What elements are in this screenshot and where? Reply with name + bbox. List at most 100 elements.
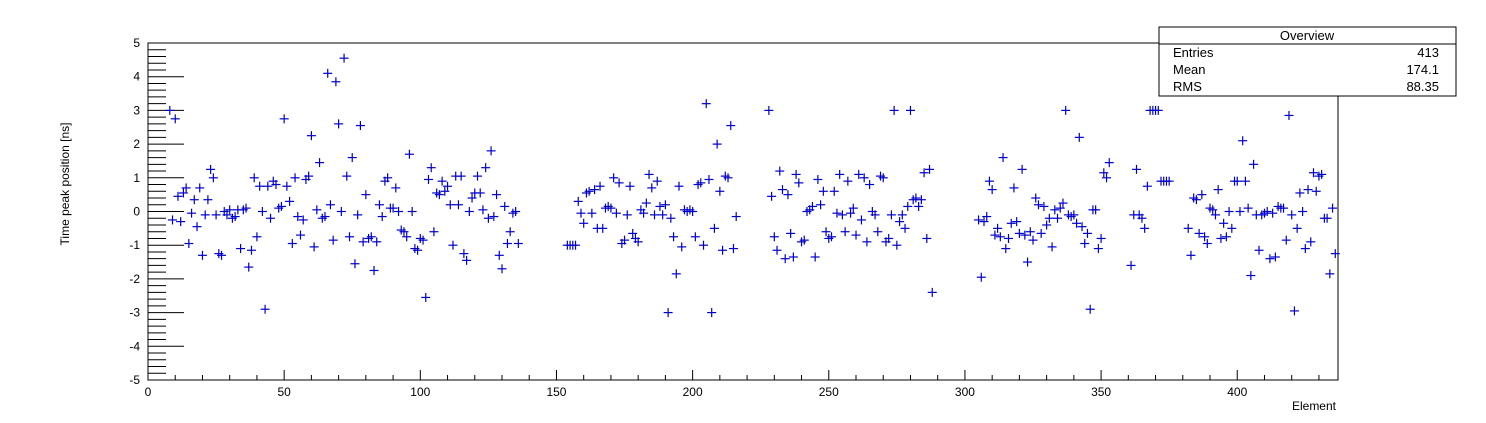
data-point xyxy=(309,242,319,252)
data-point xyxy=(1023,257,1033,267)
data-point xyxy=(222,210,232,220)
data-point xyxy=(355,121,365,131)
data-point xyxy=(658,210,668,220)
data-point xyxy=(481,163,491,173)
data-point xyxy=(900,223,910,233)
data-point xyxy=(1072,218,1082,228)
data-point xyxy=(255,181,265,191)
data-point xyxy=(1295,188,1305,198)
data-point xyxy=(1208,205,1218,215)
x-axis-title: Element xyxy=(1292,399,1337,413)
data-point xyxy=(437,176,447,186)
data-point xyxy=(369,265,379,275)
data-point xyxy=(276,201,286,211)
data-point xyxy=(489,212,499,222)
data-point xyxy=(249,173,259,183)
y-tick-label: 2 xyxy=(133,137,140,151)
data-point xyxy=(816,200,826,210)
data-point xyxy=(652,176,662,186)
data-point xyxy=(895,217,905,227)
data-point xyxy=(315,158,325,168)
data-point xyxy=(990,230,1000,240)
data-point xyxy=(418,235,428,245)
data-point xyxy=(606,203,616,213)
data-point xyxy=(1017,164,1027,174)
y-tick-label: -3 xyxy=(129,306,140,320)
data-point xyxy=(298,215,308,225)
data-point xyxy=(467,193,477,203)
data-point xyxy=(712,139,722,149)
data-point xyxy=(851,230,861,240)
data-point xyxy=(609,173,619,183)
data-point xyxy=(1191,195,1201,205)
data-point xyxy=(979,217,989,227)
stats-label-mean: Mean xyxy=(1173,62,1206,77)
data-point xyxy=(1164,176,1174,186)
data-point xyxy=(423,174,433,184)
data-point xyxy=(342,171,352,181)
data-point xyxy=(704,174,714,184)
data-point xyxy=(421,292,431,302)
data-point xyxy=(178,188,188,198)
data-point xyxy=(998,153,1008,163)
stats-box-frame xyxy=(1158,26,1457,97)
data-point xyxy=(279,114,289,124)
data-point xyxy=(614,178,624,188)
data-point xyxy=(511,207,521,216)
data-point xyxy=(799,235,809,245)
data-point xyxy=(383,173,393,183)
data-point xyxy=(372,237,382,247)
data-point xyxy=(916,195,926,205)
data-point xyxy=(1249,159,1259,169)
data-point xyxy=(786,228,796,238)
data-point xyxy=(1224,207,1234,216)
data-point xyxy=(350,259,360,269)
data-point xyxy=(497,264,507,274)
data-point xyxy=(402,232,412,242)
data-point xyxy=(1014,228,1024,238)
data-point xyxy=(1131,164,1141,174)
data-point xyxy=(1137,213,1147,223)
y-tick-label: 1 xyxy=(133,171,140,185)
data-point xyxy=(282,181,292,191)
data-point xyxy=(862,237,872,247)
data-point xyxy=(859,173,869,183)
data-point xyxy=(353,210,363,220)
data-point xyxy=(345,232,355,242)
data-point xyxy=(464,207,474,216)
data-point xyxy=(374,200,384,210)
data-point xyxy=(995,232,1005,242)
data-point xyxy=(443,181,453,191)
data-point xyxy=(639,208,649,218)
data-point xyxy=(1281,235,1291,245)
x-tick-label: 100 xyxy=(410,385,430,399)
data-point xyxy=(696,178,706,188)
data-point xyxy=(794,178,804,188)
x-tick-label: 400 xyxy=(1227,385,1247,399)
data-point xyxy=(1216,233,1226,243)
data-point xyxy=(660,200,670,210)
data-point xyxy=(217,250,227,260)
data-point xyxy=(1238,136,1248,146)
x-tick-label: 350 xyxy=(1091,385,1111,399)
data-point xyxy=(780,254,790,264)
data-point xyxy=(764,105,774,115)
data-point xyxy=(208,173,218,183)
data-point xyxy=(1082,228,1092,238)
data-point xyxy=(260,304,270,314)
data-point xyxy=(810,252,820,262)
data-point xyxy=(263,181,273,191)
data-point xyxy=(1006,218,1016,228)
data-point xyxy=(835,169,845,179)
data-point xyxy=(334,119,344,129)
data-point xyxy=(611,208,621,218)
data-point xyxy=(1031,193,1041,203)
data-point xyxy=(579,218,589,228)
data-point xyxy=(827,232,837,242)
stats-label-rms: RMS xyxy=(1173,79,1202,94)
data-point xyxy=(1322,213,1332,223)
data-point xyxy=(1055,203,1065,213)
data-point xyxy=(699,240,709,250)
data-point xyxy=(1265,254,1275,264)
